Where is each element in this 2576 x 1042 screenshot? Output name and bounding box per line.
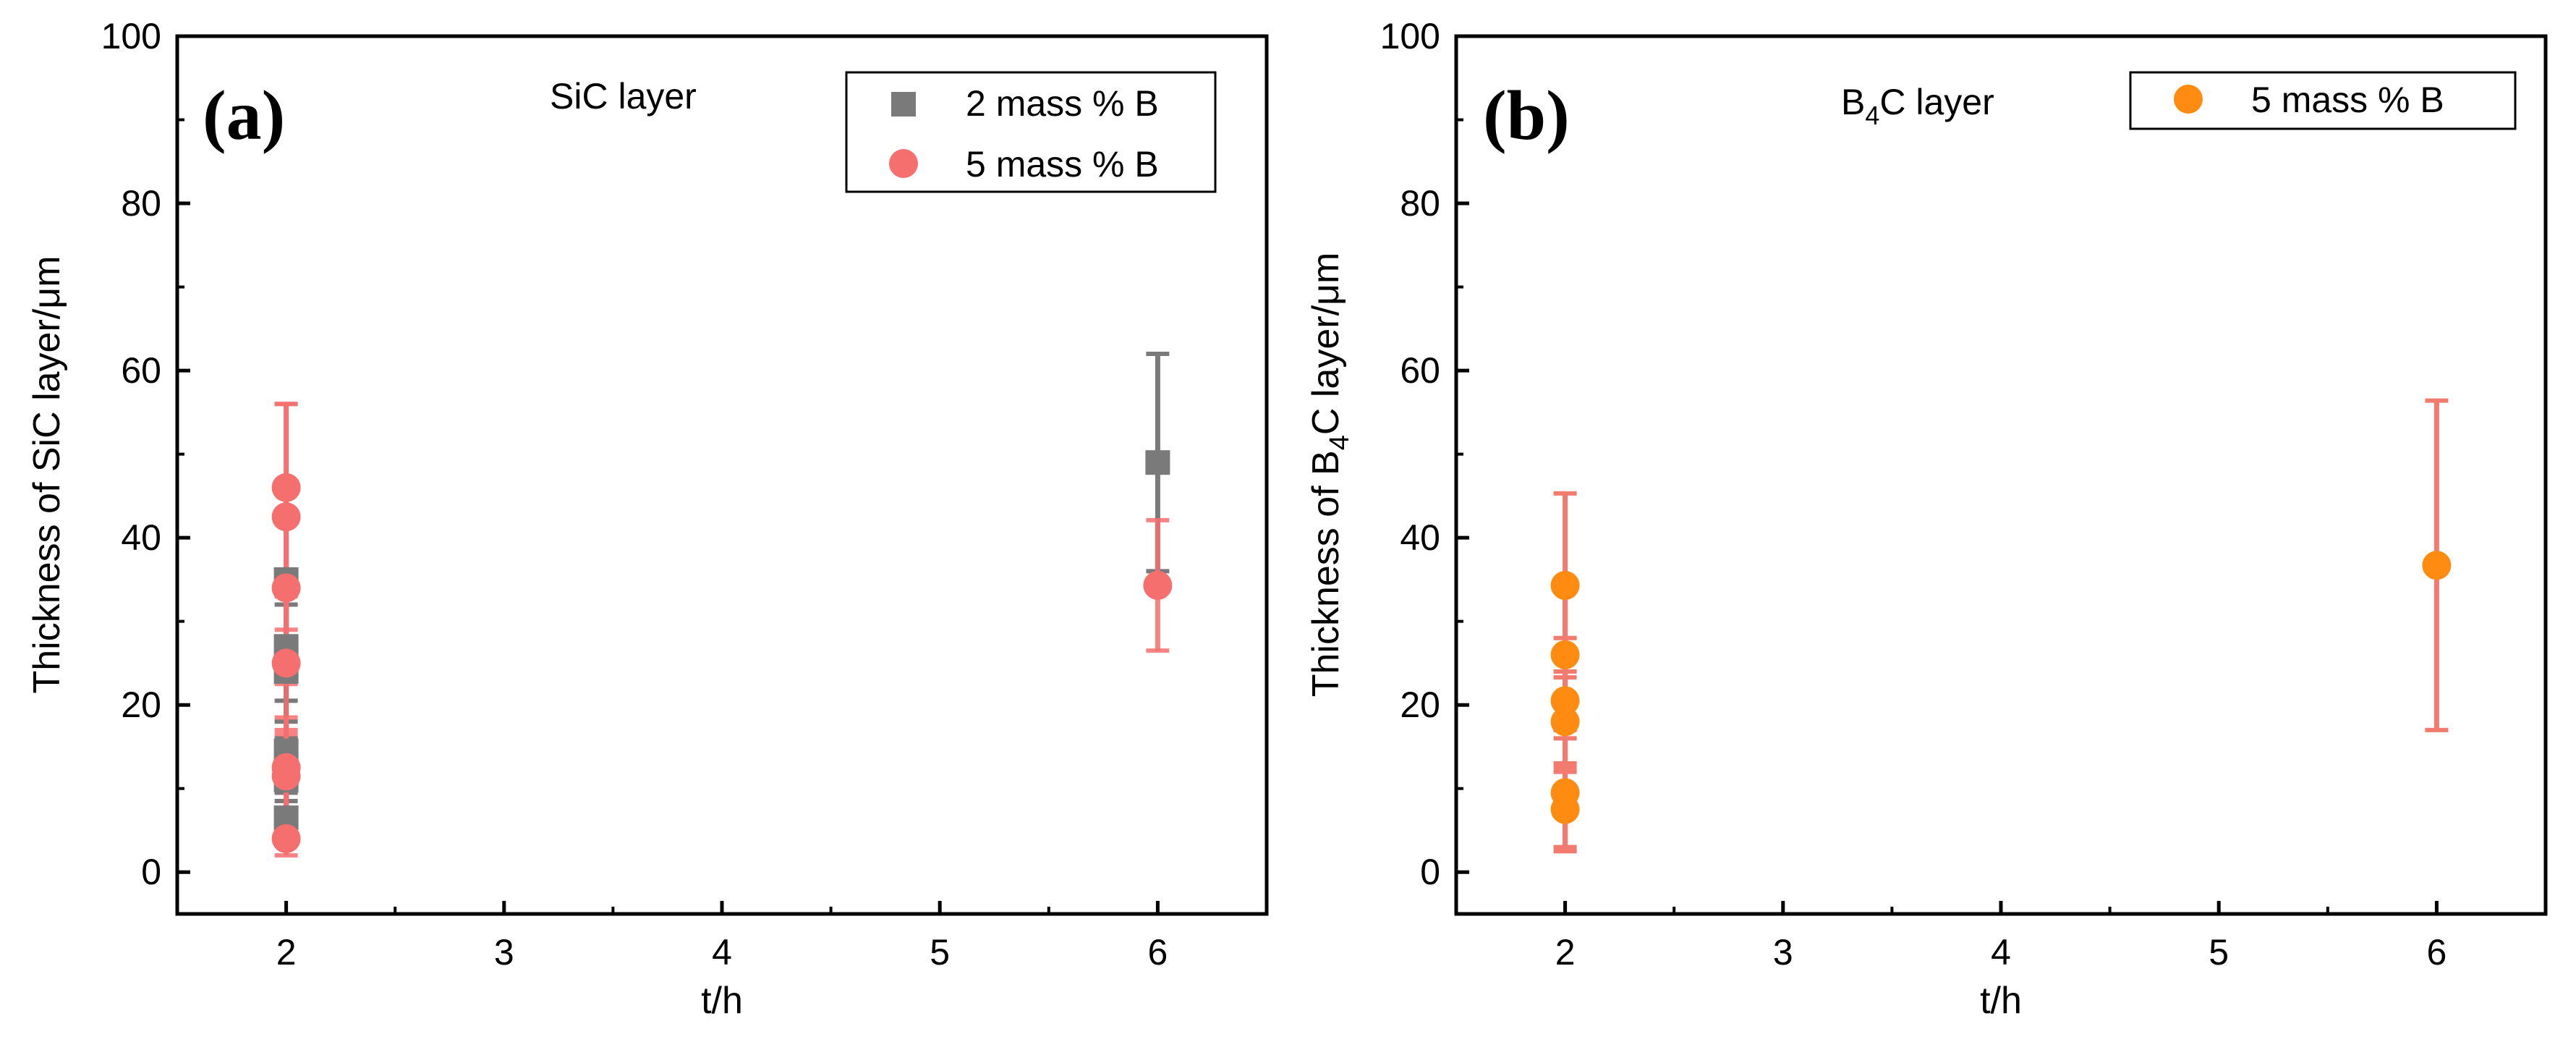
y-tick-label-b: 40 <box>1400 517 1440 558</box>
panel-label-a: (a) <box>203 77 285 155</box>
legend-label-5-mass-b: 5 mass % B <box>966 144 1159 185</box>
data-point-5-mass-b-b <box>1550 570 1580 600</box>
y-tick-label-b: 0 <box>1420 852 1440 892</box>
panel-label-b: (b) <box>1483 77 1570 155</box>
legend-marker-5-mass-b <box>889 149 918 178</box>
data-point-5-mass-b-a <box>271 761 301 791</box>
legend-marker-5-mass-b-orange <box>2174 85 2203 114</box>
data-point-5-mass-b-a <box>271 573 301 603</box>
annotation-b4c-layer: B4C layer <box>1841 82 1994 130</box>
annotation-sic-layer: SiC layer <box>550 76 697 117</box>
data-point-5-mass-b-b <box>1550 686 1580 716</box>
x-tick-label-b: 6 <box>2426 932 2447 973</box>
y-tick-label-b: 80 <box>1400 183 1440 224</box>
legend-a: 2 mass % B 5 mass % B <box>845 71 1217 193</box>
x-tick-label-a: 4 <box>712 932 732 973</box>
x-tick-label-a: 3 <box>494 932 514 973</box>
y-tick-label-b: 100 <box>1380 16 1440 56</box>
y-axis-label-b: Thickness of B4C layer/μm <box>1305 253 1355 698</box>
y-tick-label-a: 0 <box>141 852 161 892</box>
x-tick-label-b: 2 <box>1555 932 1576 973</box>
data-point-5-mass-b-a <box>271 824 301 854</box>
data-point-5-mass-b-a <box>1143 570 1173 600</box>
panel-b: 0 20 40 60 80 100 2 3 4 5 6 (b) B4C layer 5 mass … <box>1305 16 2548 1022</box>
legend-label-5-mass-b-orange: 5 mass % B <box>2251 80 2444 120</box>
data-point-5-mass-b-a <box>271 473 301 502</box>
panel-a: 0 20 40 60 80 100 2 3 4 5 6 (a) SiC layer 2 mass … <box>26 16 1269 1022</box>
y-tick-label-b: 20 <box>1400 685 1440 725</box>
y-tick-label-a: 100 <box>101 16 161 56</box>
data-point-5-mass-b-b <box>1550 795 1580 824</box>
x-tick-label-b: 3 <box>1773 932 1793 973</box>
y-tick-label-a: 40 <box>121 517 161 558</box>
legend-label-2-mass-b: 2 mass % B <box>966 83 1159 124</box>
x-tick-label-b: 4 <box>1991 932 2011 973</box>
y-tick-label-a: 60 <box>121 350 161 391</box>
x-tick-label-a: 2 <box>276 932 297 973</box>
x-tick-label-a: 5 <box>930 932 950 973</box>
data-point-5-mass-b-a <box>271 648 301 678</box>
y-tick-label-b: 60 <box>1400 350 1440 391</box>
x-tick-label-b: 5 <box>2209 932 2229 973</box>
plot-area-b <box>1454 34 2548 916</box>
legend-b: 5 mass % B <box>2129 71 2517 130</box>
data-point-5-mass-b-b <box>1550 707 1580 737</box>
x-tick-label-a: 6 <box>1147 932 1168 973</box>
legend-marker-2-mass-b <box>891 92 916 117</box>
y-tick-label-a: 20 <box>121 685 161 725</box>
data-point-5-mass-b-a <box>271 502 301 532</box>
x-axis-label-b: t/h <box>1980 980 2022 1022</box>
data-point-2-mass-b-a <box>1145 450 1170 475</box>
data-point-5-mass-b-b <box>1550 640 1580 669</box>
y-tick-label-a: 80 <box>121 183 161 224</box>
x-axis-label-a: t/h <box>701 980 743 1022</box>
y-axis-label-a: Thickness of SiC layer/μm <box>26 255 68 693</box>
data-point-5-mass-b-b <box>2422 551 2452 580</box>
